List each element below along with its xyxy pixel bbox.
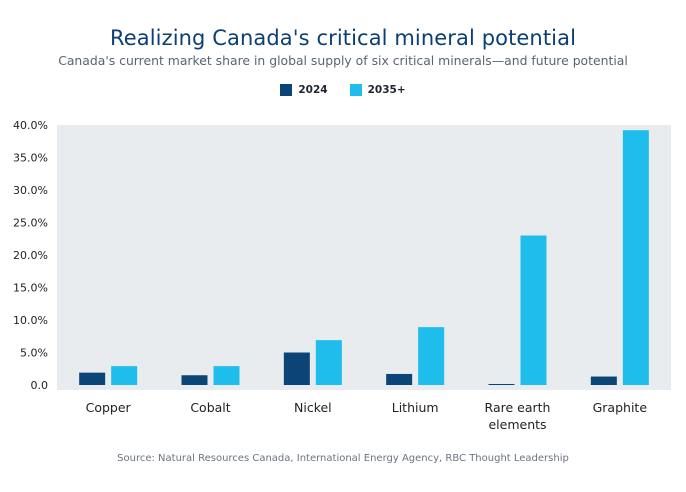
plot-background: [57, 125, 671, 390]
x-category-label: Cobalt: [190, 400, 230, 415]
y-tick-label: 40.0%: [13, 119, 48, 132]
y-tick-label: 15.0%: [13, 282, 48, 295]
x-category-label: Nickel: [294, 400, 332, 415]
x-category-label: Rare earth elements: [485, 400, 551, 432]
y-tick-label: 5.0%: [20, 347, 48, 360]
bar-2035plus-cobalt: [213, 366, 240, 385]
bar-2024-nickel: [283, 352, 310, 385]
legend-item-2035: 2035+: [349, 84, 406, 96]
y-tick-label: 20.0%: [13, 249, 48, 262]
bar-2035plus-rare-earth-elements: [520, 235, 547, 385]
y-tick-label: 25.0%: [13, 217, 48, 230]
legend-label-2035: 2035+: [367, 84, 406, 96]
chart-legend: 2024 2035+: [0, 84, 686, 96]
x-category-label: Copper: [86, 400, 132, 415]
bar-2024-graphite: [590, 376, 617, 385]
y-tick-label: 35.0%: [13, 152, 48, 165]
y-tick-label: 0.0: [31, 379, 49, 392]
legend-swatch-2024: [280, 84, 293, 96]
bar-2035plus-nickel: [315, 340, 342, 385]
x-category-label: Graphite: [593, 400, 648, 415]
bar-2035plus-graphite: [622, 130, 649, 385]
y-tick-label: 10.0%: [13, 314, 48, 327]
legend-swatch-2035: [349, 84, 362, 96]
bar-2024-rare-earth-elements: [488, 384, 515, 385]
bar-2035plus-lithium: [418, 327, 445, 385]
legend-item-2024: 2024: [280, 84, 328, 96]
y-tick-label: 30.0%: [13, 184, 48, 197]
bar-2035plus-copper: [111, 366, 138, 385]
legend-label-2024: 2024: [298, 84, 328, 96]
bar-2024-copper: [79, 372, 106, 385]
chart-title: Realizing Canada's critical mineral pote…: [109, 26, 577, 50]
x-category-label: Lithium: [392, 400, 439, 415]
source-note: Source: Natural Resources Canada, Intern…: [117, 453, 569, 464]
chart-subtitle: Canada's current market share in global …: [58, 53, 628, 68]
bar-2024-cobalt: [181, 375, 208, 385]
bar-2024-lithium: [386, 373, 413, 385]
